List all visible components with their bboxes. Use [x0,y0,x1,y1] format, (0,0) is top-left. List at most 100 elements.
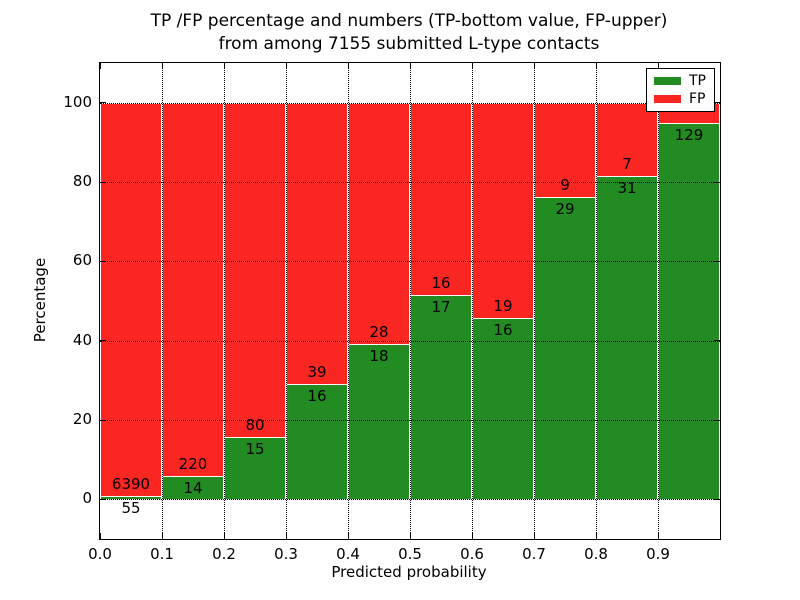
bar-segment-fp [348,102,410,345]
x-tick-label: 0.1 [150,545,174,563]
bar-segment-tp [410,294,472,500]
bar-segment-tp [100,495,162,500]
y-axis-label: Percentage [31,257,49,343]
fp-count-label: 16 [431,273,451,292]
bar-segment-fp [534,102,596,197]
x-tick-top [162,63,163,69]
x-tick-bottom [100,533,101,539]
fp-count-label: 220 [178,454,208,473]
bar-segment-tp [534,196,596,500]
bar-segment-fp [224,102,286,437]
tp-count-label: 31 [617,178,637,197]
fp-count-label: 28 [369,323,389,342]
bar-segment-tp [286,383,348,500]
y-tick-label: 20 [72,410,92,429]
x-tick-top [596,63,597,69]
y-tick-right [714,181,720,183]
x-tick-top [472,63,473,69]
y-tick-right [714,102,720,104]
x-gridline [596,63,597,539]
x-tick-bottom [286,533,287,539]
bar-segment-tp [224,436,286,500]
y-tick-left [100,498,106,500]
x-tick-top [224,63,225,69]
fp-count-label: 7 [622,154,632,173]
x-gridline [348,63,349,539]
x-tick-bottom [224,533,225,539]
y-tick-right [714,498,720,500]
x-gridline [286,63,287,539]
y-tick-label: 40 [72,330,92,349]
tp-count-label: 129 [674,126,704,145]
bar-segment-fp [472,102,534,318]
x-tick-label: 0.7 [522,545,546,563]
x-tick-top [100,63,101,69]
x-tick-top [534,63,535,69]
y-tick-left [100,260,106,262]
fp-count-label: 80 [245,415,265,434]
x-tick-bottom [472,533,473,539]
x-tick-top [658,63,659,69]
fp-count-label: 19 [493,297,513,316]
x-tick-bottom [348,533,349,539]
chart-title-line1: TP /FP percentage and numbers (TP-bottom… [150,11,668,31]
legend: TP FP [646,68,715,112]
legend-row-tp: TP [654,74,707,88]
legend-row-fp: FP [654,92,707,106]
x-gridline [162,63,163,539]
y-tick-left [100,102,106,104]
y-tick-left [100,419,106,421]
x-tick-label: 0.6 [460,545,484,563]
x-gridline [534,63,535,539]
y-tick-label: 80 [72,172,92,191]
tp-count-label: 16 [493,321,513,340]
legend-label-tp: TP [689,73,706,90]
tp-count-label: 55 [121,498,141,517]
tp-count-label: 18 [369,347,389,366]
tp-count-label: 14 [183,478,203,497]
fp-count-label: 39 [307,362,327,381]
y-tick-right [714,260,720,262]
bar-segment-fp [286,102,348,384]
bar-segment-tp [348,344,410,500]
chart-title: TP /FP percentage and numbers (TP-bottom… [99,10,719,56]
tp-count-label: 15 [245,439,265,458]
y-tick-label: 60 [72,251,92,270]
bar-segment-tp [472,318,534,500]
y-tick-right [714,419,720,421]
chart-title-line2: from among 7155 submitted L-type contact… [218,34,600,54]
y-tick-label: 100 [63,92,92,111]
x-tick-bottom [534,533,535,539]
x-tick-label: 0.8 [584,545,608,563]
x-tick-label: 0.9 [646,545,670,563]
x-tick-label: 0.5 [398,545,422,563]
x-tick-label: 0.2 [212,545,236,563]
tp-count-label: 16 [307,386,327,405]
legend-label-fp: FP [689,90,706,107]
y-tick-right [714,340,720,342]
x-gridline [224,63,225,539]
x-gridline [472,63,473,539]
x-tick-label: 0.3 [274,545,298,563]
tp-swatch-icon [654,77,681,86]
y-tick-left [100,181,106,183]
y-tick-left [100,340,106,342]
x-gridline [410,63,411,539]
x-tick-bottom [162,533,163,539]
x-tick-top [286,63,287,69]
x-tick-bottom [658,533,659,539]
fp-count-label: 6390 [111,474,151,493]
x-axis-label: Predicted probability [331,563,487,581]
bar-segment-tp [658,123,720,500]
x-tick-label: 0.4 [336,545,360,563]
x-tick-bottom [596,533,597,539]
x-tick-label: 0.0 [88,545,112,563]
bar-segment-tp [596,175,658,500]
tp-count-label: 29 [555,199,575,218]
x-tick-top [348,63,349,69]
tp-count-label: 17 [431,297,451,316]
bar-segment-fp [100,102,162,496]
plot-area: TP FP 6390 55 220 14 80 15 39 16 28 18 16 17 19 16 9 29… [63,62,721,563]
y-tick-label: 0 [82,489,92,508]
